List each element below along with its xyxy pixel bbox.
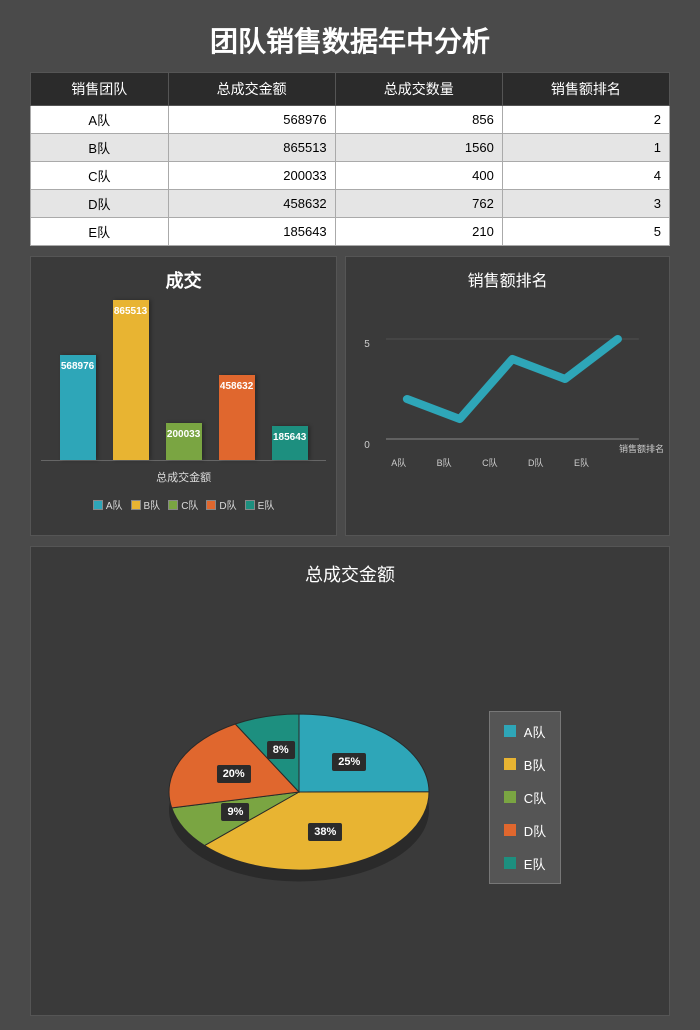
- table-row: D队4586327623: [31, 190, 670, 218]
- col-qty: 总成交数量: [335, 73, 502, 106]
- legend-item: B队: [131, 497, 161, 512]
- table-cell: 1: [502, 134, 669, 162]
- pie-chart-panel: 总成交金额 25% 38% 9% 20% 8% A队 B队 C队 D队 E队: [30, 546, 670, 1016]
- pie-slice-label: 9%: [221, 803, 249, 821]
- line-chart-svg: [386, 309, 639, 449]
- table-row: B队86551315601: [31, 134, 670, 162]
- legend-item: A队: [504, 722, 546, 741]
- line-xtick: C队: [482, 456, 498, 469]
- line-xtick: E队: [574, 456, 589, 469]
- table-cell: 3: [502, 190, 669, 218]
- table-cell: 4: [502, 162, 669, 190]
- table-cell: A队: [31, 106, 169, 134]
- table-cell: 400: [335, 162, 502, 190]
- pie-slice-label: 8%: [267, 741, 295, 759]
- line-chart-plot: 5 0 A队B队C队D队E队 销售额排名: [356, 299, 659, 479]
- pie-chart-plot: 25% 38% 9% 20% 8%: [139, 637, 459, 957]
- line-chart-title: 销售额排名: [356, 267, 659, 291]
- legend-item: C队: [168, 497, 198, 512]
- table-cell: 458632: [168, 190, 335, 218]
- pie-slice-label: 20%: [217, 765, 251, 783]
- table-cell: C队: [31, 162, 169, 190]
- legend-item: C队: [504, 788, 546, 807]
- legend-item: E队: [245, 497, 275, 512]
- table-cell: 568976: [168, 106, 335, 134]
- line-xtick: A队: [391, 456, 406, 469]
- table-cell: 856: [335, 106, 502, 134]
- table-cell: B队: [31, 134, 169, 162]
- legend-item: B队: [504, 755, 546, 774]
- col-rank: 销售额排名: [502, 73, 669, 106]
- bar-chart-legend: A队 B队 C队 D队 E队: [41, 497, 326, 512]
- table-cell: E队: [31, 218, 169, 246]
- legend-item: D队: [504, 821, 546, 840]
- bar: 185643: [272, 426, 308, 460]
- col-team: 销售团队: [31, 73, 169, 106]
- table-cell: 1560: [335, 134, 502, 162]
- bar-chart-panel: 成交 568976865513200033458632185643 总成交金额 …: [30, 256, 337, 536]
- table-cell: 762: [335, 190, 502, 218]
- table-cell: 2: [502, 106, 669, 134]
- table-cell: 5: [502, 218, 669, 246]
- bar: 200033: [166, 423, 202, 460]
- bar-chart-xlabel: 总成交金额: [41, 469, 326, 485]
- bar-chart-title: 成交: [41, 267, 326, 293]
- pie-slice-label: 38%: [308, 823, 342, 841]
- line-ytick-0: 0: [364, 440, 370, 451]
- table-cell: 210: [335, 218, 502, 246]
- col-amount: 总成交金额: [168, 73, 335, 106]
- legend-item: E队: [504, 854, 546, 873]
- line-xtick: B队: [437, 456, 452, 469]
- pie-chart-title: 总成交金额: [45, 561, 655, 587]
- line-chart-panel: 销售额排名 5 0 A队 B队 C队 D队 E队 销售额排名: [345, 256, 670, 536]
- bar-chart-plot: 568976 865513 200033 458632 185643: [41, 301, 326, 461]
- pie-chart-legend: A队 B队 C队 D队 E队: [489, 711, 561, 884]
- pie-slice-label: 25%: [332, 753, 366, 771]
- page-title: 团队销售数据年中分析: [30, 20, 670, 60]
- table-row: C队2000334004: [31, 162, 670, 190]
- sales-data-table: 销售团队 总成交金额 总成交数量 销售额排名 A队5689768562B队865…: [30, 72, 670, 246]
- line-ytick-5: 5: [364, 339, 370, 350]
- line-xtick: D队: [528, 456, 544, 469]
- table-row: A队5689768562: [31, 106, 670, 134]
- legend-item: D队: [206, 497, 236, 512]
- table-cell: D队: [31, 190, 169, 218]
- bar: 865513: [113, 300, 149, 460]
- table-cell: 185643: [168, 218, 335, 246]
- line-series-name: 销售额排名: [619, 442, 664, 455]
- bar: 458632: [219, 375, 255, 460]
- table-cell: 200033: [168, 162, 335, 190]
- table-cell: 865513: [168, 134, 335, 162]
- legend-item: A队: [93, 497, 123, 512]
- bar: 568976: [60, 355, 96, 460]
- table-row: E队1856432105: [31, 218, 670, 246]
